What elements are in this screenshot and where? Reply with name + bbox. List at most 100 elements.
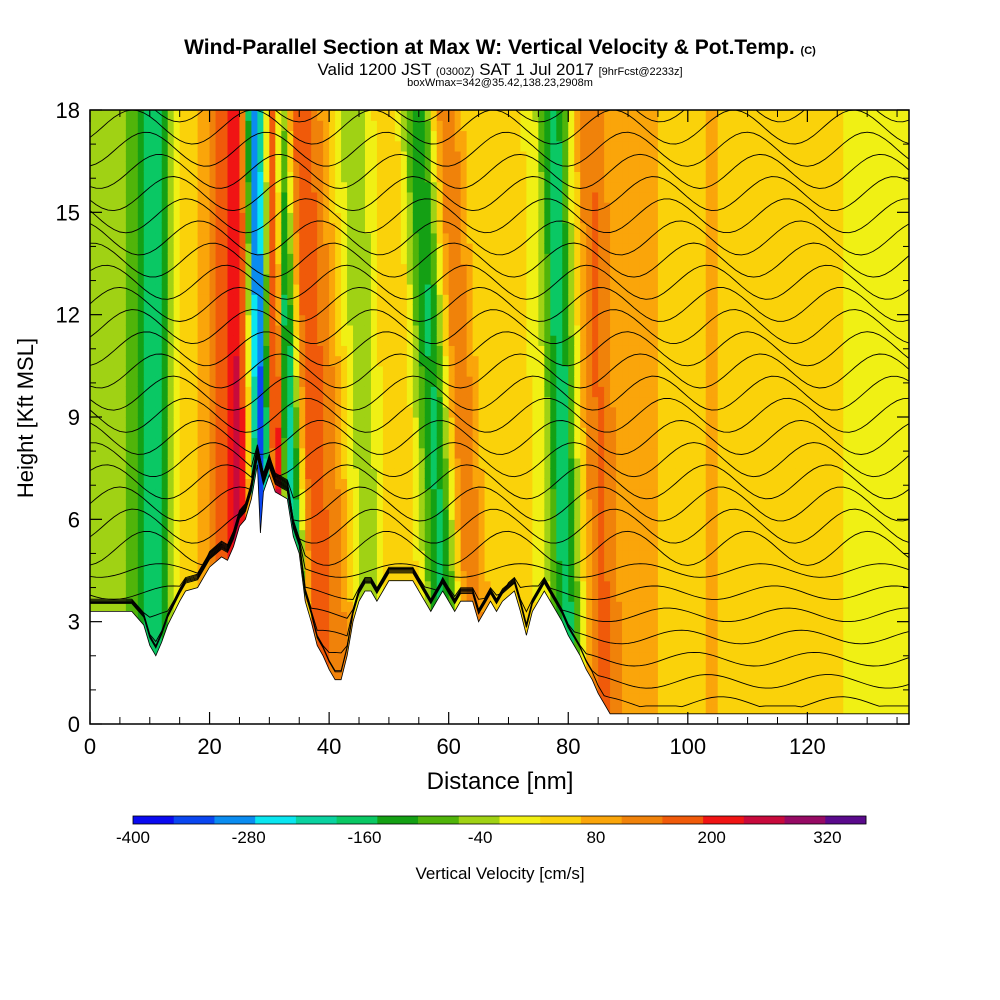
- w-cell: [167, 560, 175, 572]
- w-cell: [394, 539, 402, 551]
- w-cell: [227, 140, 235, 152]
- w-cell: [364, 570, 372, 582]
- w-cell: [287, 427, 294, 439]
- w-cell: [502, 590, 510, 602]
- w-cell: [562, 161, 569, 172]
- w-cell: [149, 560, 157, 572]
- w-cell: [472, 550, 480, 561]
- w-cell: [107, 110, 115, 121]
- w-cell: [544, 509, 551, 520]
- w-cell: [544, 386, 551, 398]
- w-cell: [167, 273, 175, 285]
- w-cell: [472, 396, 480, 408]
- w-cell: [550, 488, 557, 500]
- w-cell: [131, 539, 139, 551]
- w-cell: [119, 498, 127, 510]
- w-cell: [472, 427, 480, 439]
- w-cell: [526, 191, 533, 203]
- w-cell: [568, 273, 575, 285]
- w-cell: [155, 212, 163, 224]
- w-cell: [293, 283, 300, 295]
- w-cell: [167, 437, 175, 449]
- w-cell: [347, 550, 354, 561]
- w-cell: [364, 212, 372, 224]
- w-cell: [323, 396, 330, 408]
- w-cell: [203, 509, 211, 520]
- w-cell: [125, 335, 133, 346]
- w-cell: [496, 560, 504, 572]
- w-cell: [167, 263, 175, 275]
- w-cell: [370, 570, 378, 582]
- w-cell: [119, 273, 127, 285]
- w-cell: [412, 304, 420, 316]
- w-cell: [155, 365, 163, 377]
- w-cell: [227, 437, 235, 449]
- w-cell: [335, 642, 342, 653]
- w-cell: [281, 202, 288, 213]
- w-cell: [382, 222, 390, 234]
- w-cell: [197, 294, 205, 306]
- w-cell: [275, 345, 282, 357]
- w-cell: [299, 130, 306, 142]
- w-cell: [436, 294, 444, 306]
- w-cell: [478, 355, 486, 367]
- w-cell: [113, 253, 121, 265]
- w-cell: [394, 457, 402, 469]
- w-cell: [281, 417, 288, 428]
- w-cell: [490, 314, 498, 326]
- w-cell: [580, 468, 587, 479]
- w-cell: [95, 222, 103, 234]
- w-cell: [281, 345, 288, 357]
- w-cell: [227, 202, 235, 213]
- w-cell: [269, 191, 276, 203]
- w-cell: [113, 396, 121, 408]
- w-cell: [370, 222, 378, 234]
- w-cell: [574, 273, 581, 285]
- w-cell: [101, 437, 109, 449]
- w-cell: [185, 560, 193, 572]
- w-cell: [293, 243, 300, 254]
- w-cell: [275, 294, 282, 306]
- w-cell: [317, 457, 324, 469]
- w-cell: [179, 140, 187, 152]
- w-cell: [137, 263, 145, 275]
- w-cell: [263, 365, 270, 377]
- w-cell: [305, 478, 312, 490]
- w-cell: [245, 447, 253, 459]
- w-cell: [185, 161, 193, 172]
- w-cell: [299, 273, 306, 285]
- w-cell: [191, 294, 199, 306]
- w-cell: [275, 324, 282, 336]
- w-cell: [107, 406, 115, 418]
- w-cell: [155, 263, 163, 275]
- w-cell: [245, 243, 253, 254]
- w-cell: [382, 324, 390, 336]
- w-cell: [490, 539, 498, 551]
- w-cell: [125, 324, 133, 336]
- w-cell: [167, 539, 175, 551]
- w-cell: [370, 294, 378, 306]
- w-cell: [436, 253, 444, 265]
- w-cell: [269, 232, 276, 244]
- w-cell: [364, 519, 372, 531]
- w-cell: [406, 570, 414, 582]
- w-cell: [574, 365, 581, 377]
- w-cell: [466, 570, 474, 582]
- w-cell: [538, 437, 545, 449]
- w-cell: [430, 191, 438, 203]
- w-cell: [131, 396, 139, 408]
- w-cell: [406, 335, 414, 346]
- w-cell: [137, 140, 145, 152]
- w-cell: [574, 580, 581, 592]
- w-cell: [388, 263, 396, 275]
- w-cell: [155, 120, 163, 132]
- w-cell: [239, 386, 247, 398]
- w-cell: [448, 335, 456, 346]
- w-cell: [167, 110, 175, 121]
- w-cell: [448, 417, 456, 428]
- w-cell: [388, 232, 396, 244]
- w-cell: [538, 324, 545, 336]
- w-cell: [550, 457, 557, 469]
- w-cell: [251, 396, 258, 408]
- w-cell: [538, 509, 545, 520]
